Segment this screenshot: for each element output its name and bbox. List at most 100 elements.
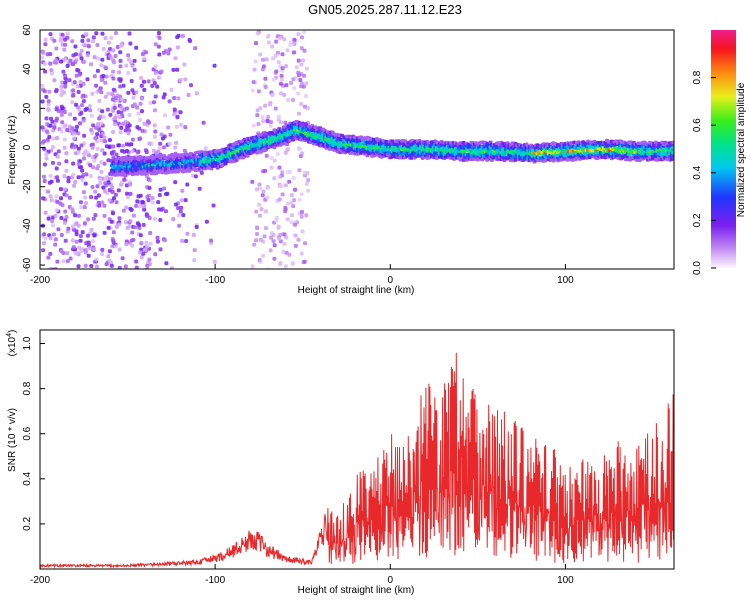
spectrogram-noise-cell bbox=[272, 176, 277, 181]
spectrogram-noise-cell bbox=[79, 110, 84, 115]
spectrogram-noise-cell bbox=[273, 53, 278, 58]
spectrogram-noise-cell bbox=[51, 160, 55, 165]
spectrogram-noise-cell bbox=[161, 95, 166, 100]
spectrogram-noise-cell bbox=[172, 107, 177, 112]
spectrogram-noise-cell bbox=[278, 81, 283, 86]
spectrogram-noise-cell bbox=[95, 184, 100, 189]
spectrogram-ridge-cell bbox=[672, 155, 674, 159]
spectrogram-noise-cell bbox=[118, 58, 123, 63]
spectrogram-noise-cell bbox=[260, 193, 265, 198]
spectrogram-x-tick-label: -200 bbox=[30, 275, 50, 286]
spectrogram-noise-cell bbox=[125, 106, 129, 111]
spectrogram-noise-cell bbox=[266, 40, 271, 45]
spectrogram-noise-cell bbox=[96, 193, 101, 198]
spectrogram-noise-cell bbox=[252, 67, 257, 72]
spectrogram-noise-cell bbox=[46, 189, 51, 194]
spectrogram-noise-cell bbox=[176, 206, 181, 211]
spectrogram-noise-cell bbox=[296, 146, 301, 151]
spectrogram-noise-cell bbox=[76, 146, 81, 151]
spectrogram-noise-cell bbox=[91, 123, 96, 128]
spectrogram-noise-cell bbox=[82, 221, 87, 226]
spectrogram-noise-cell bbox=[88, 174, 93, 178]
colorbar-tick-label: 0.8 bbox=[692, 70, 703, 84]
spectrogram-noise-cell bbox=[103, 189, 107, 194]
spectrogram-noise-cell bbox=[106, 225, 111, 230]
spectrogram-noise-cell bbox=[87, 44, 91, 49]
spectrogram-noise-cell bbox=[259, 207, 264, 212]
spectrogram-noise-cell bbox=[94, 264, 99, 269]
spectrogram-noise-cell bbox=[271, 56, 276, 61]
spectrogram-y-tick-label: 60 bbox=[22, 24, 33, 36]
spectrogram-noise-cell bbox=[175, 35, 180, 40]
spectrogram-noise-cell bbox=[51, 232, 56, 237]
spectrogram-noise-cell bbox=[95, 132, 100, 137]
spectrogram-noise-cell bbox=[63, 37, 68, 42]
spectrogram-noise-cell bbox=[144, 240, 149, 245]
spectrogram-noise-cell bbox=[97, 203, 102, 208]
spectrogram-noise-cell bbox=[87, 245, 92, 250]
spectrogram-noise-cell bbox=[280, 170, 285, 175]
spectrogram-noise-cell bbox=[46, 108, 51, 113]
spectrogram-noise-cell bbox=[278, 120, 283, 125]
spectrogram-noise-cell bbox=[113, 244, 118, 249]
spectrogram-noise-cell bbox=[109, 263, 114, 268]
spectrogram-noise-cell bbox=[48, 251, 53, 256]
spectrogram-noise-cell bbox=[264, 153, 269, 158]
spectrogram-noise-cell bbox=[100, 57, 105, 62]
spectrogram-noise-cell bbox=[183, 198, 188, 203]
spectrogram-noise-cell bbox=[50, 119, 55, 124]
spectrogram-noise-cell bbox=[114, 31, 118, 35]
spectrogram-noise-cell bbox=[157, 52, 162, 57]
spectrogram-noise-cell bbox=[272, 256, 277, 261]
spectrogram-noise-cell bbox=[95, 68, 100, 73]
spectrogram-noise-cell bbox=[83, 181, 88, 186]
spectrogram-noise-cell bbox=[99, 63, 104, 68]
spectrogram-noise-cell bbox=[167, 141, 172, 146]
spectrogram-noise-cell bbox=[107, 198, 112, 203]
spectrogram-noise-cell bbox=[172, 112, 177, 117]
spectrogram-noise-cell bbox=[130, 238, 134, 243]
spectrogram-noise-cell bbox=[114, 200, 119, 205]
spectrogram-noise-cell bbox=[62, 110, 67, 114]
spectrogram-noise-cell bbox=[283, 183, 288, 188]
spectrogram-noise-cell bbox=[299, 192, 304, 197]
spectrogram-y-tick-label: -40 bbox=[22, 218, 33, 233]
spectrogram-noise-cell bbox=[96, 122, 100, 127]
spectrogram-noise-cell bbox=[92, 158, 97, 163]
spectrogram-noise-cell bbox=[142, 87, 147, 92]
spectrogram-noise-cell bbox=[157, 36, 162, 40]
spectrogram-noise-cell bbox=[130, 137, 135, 142]
spectrogram-noise-cell bbox=[119, 43, 123, 48]
spectrogram-noise-cell bbox=[250, 264, 255, 269]
spectrogram-noise-cell bbox=[101, 74, 106, 78]
spectrogram-noise-cell bbox=[46, 102, 51, 107]
spectrogram-noise-cell bbox=[89, 195, 94, 200]
spectrogram-noise-cell bbox=[128, 41, 133, 46]
spectrogram-noise-cell bbox=[103, 36, 108, 41]
spectrogram-noise-cell bbox=[159, 69, 164, 74]
spectrogram-noise-cell bbox=[103, 94, 108, 99]
spectrogram-noise-cell bbox=[80, 230, 85, 235]
spectrogram-noise-cell bbox=[55, 259, 60, 264]
spectrogram-noise-cell bbox=[287, 252, 292, 257]
spectrogram-noise-cell bbox=[204, 219, 209, 224]
spectrogram-noise-cell bbox=[58, 187, 63, 192]
spectrogram-noise-cell bbox=[172, 96, 177, 100]
spectrogram-noise-cell bbox=[55, 199, 60, 204]
colorbar bbox=[711, 30, 736, 268]
spectrogram-noise-cell bbox=[140, 96, 144, 101]
spectrogram-noise-cell bbox=[183, 125, 188, 130]
spectrogram-noise-cell bbox=[78, 200, 83, 205]
spectrogram-noise-cell bbox=[261, 189, 266, 194]
spectrogram-noise-cell bbox=[54, 89, 59, 94]
spectrogram-noise-cell bbox=[50, 219, 55, 223]
snr-series-line bbox=[40, 352, 674, 569]
spectrogram-noise-cell bbox=[144, 50, 149, 55]
spectrogram-noise-cell bbox=[124, 63, 129, 68]
spectrogram-noise-cell bbox=[258, 186, 263, 191]
spectrogram-noise-cell bbox=[174, 202, 178, 207]
spectrogram-noise-cell bbox=[100, 148, 105, 153]
spectrogram-noise-cell bbox=[42, 232, 47, 237]
spectrogram-noise-cell bbox=[274, 69, 279, 74]
spectrogram-noise-cell bbox=[111, 230, 116, 235]
